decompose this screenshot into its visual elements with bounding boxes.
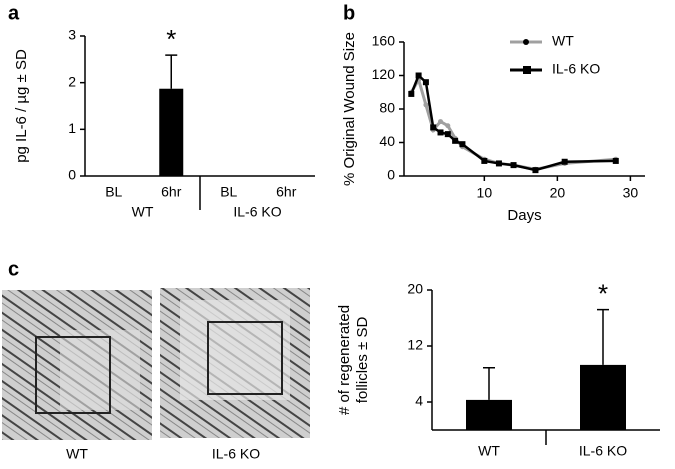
bar	[466, 399, 512, 430]
x-axis-title: Days	[507, 207, 541, 224]
y-axis-title: follicles ± SD	[354, 317, 371, 404]
y-tick-label: 40	[379, 133, 395, 149]
point	[415, 72, 422, 79]
y-tick-label: 12	[407, 337, 423, 353]
significance-marker: *	[166, 24, 176, 54]
legend-marker	[523, 39, 529, 45]
panel-label: b	[343, 2, 355, 24]
point	[445, 123, 451, 129]
x-tick-label: 30	[623, 185, 639, 201]
point	[408, 90, 415, 97]
point	[423, 102, 429, 108]
x-tick-label: IL-6 KO	[579, 443, 627, 459]
bar	[580, 364, 626, 430]
point	[481, 157, 488, 164]
y-tick-label: 0	[387, 167, 395, 183]
micrograph	[2, 288, 310, 440]
point	[532, 167, 539, 174]
series-line	[410, 75, 616, 171]
group-label: IL-6 KO	[233, 204, 281, 220]
x-tick-label: 6hr	[276, 184, 297, 200]
legend-label: WT	[552, 33, 574, 49]
group-label: WT	[132, 204, 154, 220]
point	[452, 137, 459, 144]
point	[510, 162, 517, 169]
point	[612, 157, 619, 164]
x-tick-label: 10	[477, 185, 493, 201]
error-bar	[483, 366, 495, 400]
y-tick-label: 1	[68, 120, 76, 136]
x-tick-label: BL	[220, 184, 237, 200]
point	[438, 119, 444, 125]
y-tick-label: 0	[68, 167, 76, 183]
y-tick-label: 20	[407, 281, 423, 297]
point	[430, 124, 437, 131]
panel-label: c	[8, 258, 19, 280]
series-line	[410, 73, 616, 172]
significance-marker: *	[598, 278, 608, 308]
x-tick-label: BL	[105, 184, 122, 200]
y-axis-title: pg IL-6 / µg ± SD	[13, 49, 30, 163]
y-tick-label: 120	[372, 66, 396, 82]
bar	[159, 88, 184, 176]
x-tick-label: 20	[550, 185, 566, 201]
panel-label: a	[8, 2, 20, 24]
y-axis-title: # of regenerated	[336, 305, 353, 415]
error-bar	[165, 54, 178, 89]
x-tick-label: 6hr	[161, 184, 182, 200]
point	[444, 131, 451, 138]
image-caption: IL-6 KO	[212, 446, 260, 462]
y-tick-label: 2	[68, 73, 76, 89]
legend-label: IL-6 KO	[552, 61, 600, 77]
error-bar	[597, 308, 609, 365]
point	[495, 160, 502, 167]
y-tick-label: 160	[372, 33, 396, 49]
y-tick-label: 3	[68, 27, 76, 43]
legend-marker	[523, 66, 531, 74]
point	[459, 141, 466, 148]
y-axis-title: % Original Wound Size	[341, 32, 358, 186]
x-tick-label: WT	[478, 443, 500, 459]
point	[422, 79, 429, 86]
y-tick-label: 80	[379, 100, 395, 116]
point	[437, 129, 444, 136]
image-caption: WT	[66, 446, 88, 462]
y-tick-label: 4	[415, 393, 423, 409]
point	[561, 158, 568, 165]
